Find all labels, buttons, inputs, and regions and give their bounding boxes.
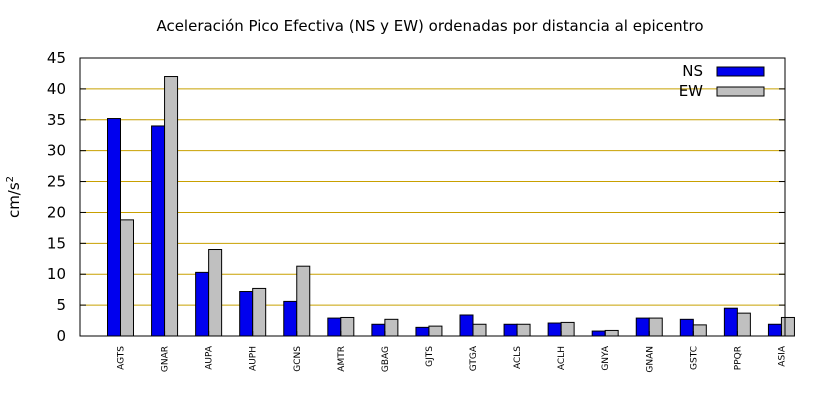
x-tick-label: GTGA [469,345,479,371]
bar-ns [503,323,518,337]
x-tick-label: GJTS [425,346,435,367]
bars [107,76,795,337]
grid-lines [80,88,785,306]
x-tick-label: GNAN [645,346,655,373]
y-tick-label: 40 [47,80,66,98]
y-tick-label: 10 [47,265,66,283]
x-axis-labels: AGTS GNAR AUPA AUPH GCNS AMTR GBAG GJTS GTGA ACLS… [117,331,787,373]
bar-ew [252,287,267,337]
bar-ns [151,125,166,337]
bar-ns [327,317,342,337]
x-tick-label: ACLS [513,346,523,369]
bar-ns [195,271,210,337]
legend-swatch-ew [716,86,765,97]
bar-ew [208,249,223,337]
bar-ns [723,307,738,337]
bar-ew [428,325,443,337]
y-axis-label-exp: 2 [5,176,16,182]
x-tick-label: PPQR [733,346,743,370]
legend: NS EW [679,62,765,100]
bar-ns [459,314,474,337]
bar-ew [648,317,663,337]
bar-ew [384,318,399,337]
bar-ns [547,322,562,337]
legend-label-ew: EW [679,82,703,100]
x-tick-label: AGTS [117,346,127,370]
x-tick-label: GNAR [161,346,171,372]
bar-ns [415,326,430,337]
y-tick-label: 35 [47,111,66,129]
x-tick-label: GCNS [293,346,303,372]
bar-ew [516,323,531,337]
x-tick-label: AMTR [337,346,347,372]
x-tick-label: GNYA [601,345,611,371]
x-tick-label: GBAG [381,346,391,372]
y-axis-label: cm/s2 [5,176,23,218]
y-axis-ticks: 0 5 10 15 20 25 30 35 40 45 [47,49,785,345]
x-tick-label: ASIA [777,345,787,367]
bar-ew [604,329,619,337]
bar-ew [120,219,134,337]
bar-ew [340,316,355,337]
x-tick-label: AUPA [205,345,215,370]
x-tick-label: AUPH [249,346,259,371]
bar-ns [283,300,298,337]
bar-ew [692,324,707,337]
bar-ns [635,317,650,337]
y-axis-label-base: cm/s [5,182,23,218]
bar-ns [679,318,694,337]
y-tick-label: 20 [47,203,66,221]
plot-frame [79,57,786,337]
y-tick-label: 15 [47,234,66,252]
bar-ns [767,323,782,337]
y-tick-label: 30 [47,142,66,160]
bar-ew [296,265,311,337]
legend-label-ns: NS [682,62,703,80]
y-tick-label: 0 [56,327,66,345]
bar-ns [239,291,254,337]
bar-ew [164,76,179,337]
bar-ew [780,316,795,337]
y-tick-label: 25 [47,173,66,191]
bar-ns [591,330,606,337]
bar-ew [736,312,751,337]
legend-swatch-ns [716,66,765,77]
bar-ew [560,321,575,337]
bar-ew [472,323,487,337]
y-tick-label: 45 [47,49,66,67]
chart-title: Aceleración Pico Efectiva (NS y EW) orde… [156,17,703,35]
x-tick-label: ACLH [557,346,567,370]
y-tick-label: 5 [56,296,66,314]
bar-ns [371,323,386,337]
bar-ns [107,118,121,337]
x-tick-label: GSTC [689,346,699,370]
